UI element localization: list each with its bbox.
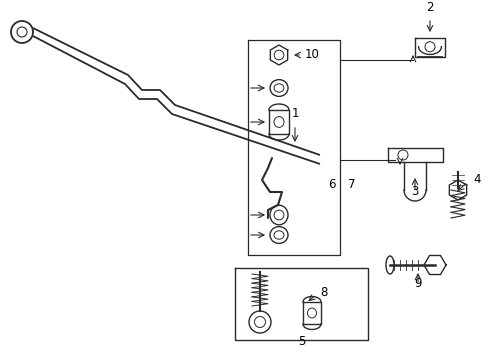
- Text: 9: 9: [413, 277, 421, 290]
- Text: 8: 8: [319, 285, 326, 298]
- Text: 5: 5: [298, 335, 305, 348]
- Text: 7: 7: [347, 179, 355, 192]
- Text: 4: 4: [472, 174, 480, 186]
- Text: 3: 3: [410, 185, 418, 198]
- Text: 10: 10: [305, 49, 319, 62]
- Text: 6: 6: [328, 179, 335, 192]
- Text: 1: 1: [291, 107, 298, 120]
- Text: 2: 2: [426, 1, 433, 14]
